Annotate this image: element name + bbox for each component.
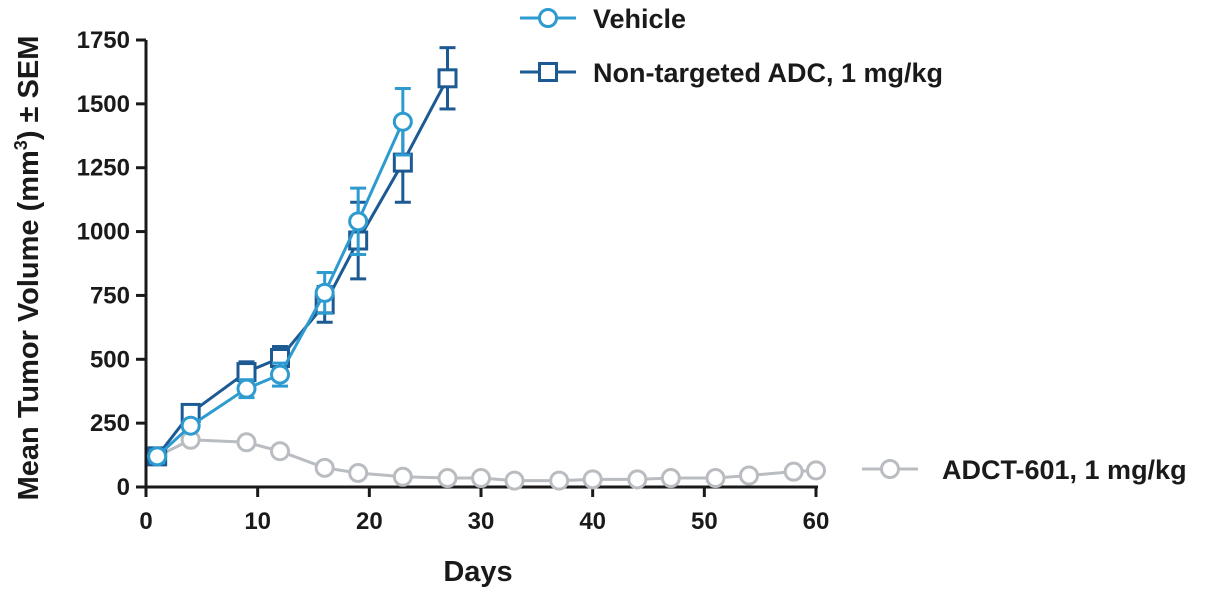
y-tick-label: 1000	[77, 219, 130, 246]
x-tick-label: 60	[803, 508, 830, 535]
data-point	[314, 282, 335, 303]
x-tick-label: 50	[691, 508, 718, 535]
data-point	[236, 432, 257, 453]
data-point	[270, 364, 290, 385]
y-tick-label: 500	[90, 346, 130, 373]
data-point	[270, 441, 290, 462]
x-axis-label: Days	[443, 556, 512, 588]
series-layer	[147, 46, 826, 491]
y-axis-label: Mean Tumor Volume (mm3) ± SEM	[11, 36, 45, 501]
y-ticks: 0 250 500 750 1000 1250 1500 1750	[77, 27, 146, 501]
data-point	[739, 465, 759, 486]
data-point	[180, 415, 201, 436]
y-tick-label: 250	[90, 410, 130, 437]
data-point	[783, 461, 804, 482]
data-point	[660, 468, 681, 489]
data-point	[549, 470, 570, 491]
series-2	[147, 429, 826, 491]
data-point	[504, 470, 525, 491]
series-0	[147, 87, 413, 467]
x-tick-label: 30	[468, 508, 495, 535]
legend-label: Non-targeted ADC, 1 mg/kg	[593, 58, 943, 88]
data-point	[437, 68, 458, 89]
y-axis-label-superscript: 3	[11, 140, 31, 150]
data-point	[437, 468, 458, 489]
legend-item-2: ADCT-601, 1 mg/kg	[862, 455, 1187, 485]
series-1	[147, 46, 458, 467]
legend-marker	[538, 8, 558, 28]
data-point	[806, 460, 826, 481]
x-axis: 0 10 20 30 40 50 60 Days	[139, 485, 829, 588]
data-point	[705, 468, 726, 489]
data-point	[348, 462, 369, 483]
x-ticks: 0 10 20 30 40 50 60	[139, 487, 829, 535]
legend-item-1: Non-targeted ADC, 1 mg/kg	[520, 58, 943, 88]
data-point	[147, 446, 168, 467]
y-tick-label: 1500	[77, 91, 130, 118]
data-point	[236, 362, 257, 383]
legend-item-0: Vehicle	[520, 4, 686, 34]
y-tick-label: 1250	[77, 155, 130, 182]
data-point	[392, 152, 413, 173]
legend-label: ADCT-601, 1 mg/kg	[942, 455, 1187, 485]
y-axis-label-tail: ) ± SEM	[13, 36, 45, 141]
data-point	[392, 466, 413, 487]
legend-marker	[880, 459, 900, 479]
x-tick-label: 40	[579, 508, 606, 535]
legend-marker	[538, 62, 558, 82]
y-axis-label-main: Mean Tumor Volume (mm	[13, 150, 45, 500]
data-point	[471, 468, 491, 489]
data-point	[314, 457, 335, 478]
x-tick-label: 0	[139, 508, 152, 535]
y-tick-label: 1750	[77, 27, 130, 54]
data-point	[582, 469, 603, 490]
data-point	[348, 211, 369, 232]
legend-label: Vehicle	[593, 4, 686, 34]
legend: Vehicle Non-targeted ADC, 1 mg/kg ADCT-601…	[520, 4, 1187, 485]
y-axis: 0 250 500 750 1000 1250 1500 1750 Mean Tumor Vo…	[11, 27, 148, 501]
y-tick-label: 750	[90, 282, 130, 309]
data-point	[392, 111, 413, 132]
data-point	[627, 469, 648, 490]
data-point	[236, 378, 257, 399]
x-tick-label: 20	[356, 508, 383, 535]
x-tick-label: 10	[244, 508, 271, 535]
y-tick-label: 0	[117, 474, 130, 501]
